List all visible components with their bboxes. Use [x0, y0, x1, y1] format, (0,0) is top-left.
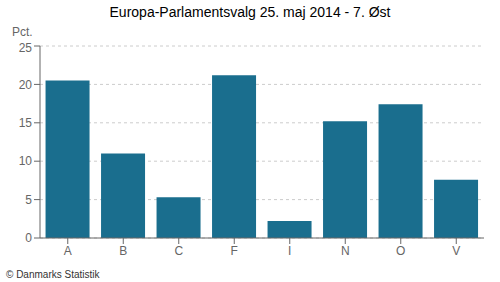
svg-text:10: 10	[19, 154, 33, 168]
html-text:© Danmarks Statistik: © Danmarks Statistik	[6, 269, 100, 280]
html-text:Pct.: Pct.	[12, 25, 33, 39]
svg-text:O: O	[396, 244, 405, 258]
html-text:Europa-Parlamentsvalg 25. maj: Europa-Parlamentsvalg 25. maj 2014 - 7. …	[109, 4, 391, 20]
svg-text:0: 0	[25, 231, 32, 245]
svg-text:N: N	[341, 244, 350, 258]
svg-text:25: 25	[19, 41, 33, 55]
svg-text:V: V	[452, 244, 460, 258]
svg-text:A: A	[64, 244, 72, 258]
svg-text:5: 5	[25, 193, 32, 207]
svg-text:20: 20	[19, 78, 33, 92]
svg-text:C: C	[174, 244, 183, 258]
svg-text:I: I	[288, 244, 291, 258]
svg-text:15: 15	[19, 116, 33, 130]
svg-text:F: F	[231, 244, 238, 258]
svg-text:B: B	[119, 244, 127, 258]
